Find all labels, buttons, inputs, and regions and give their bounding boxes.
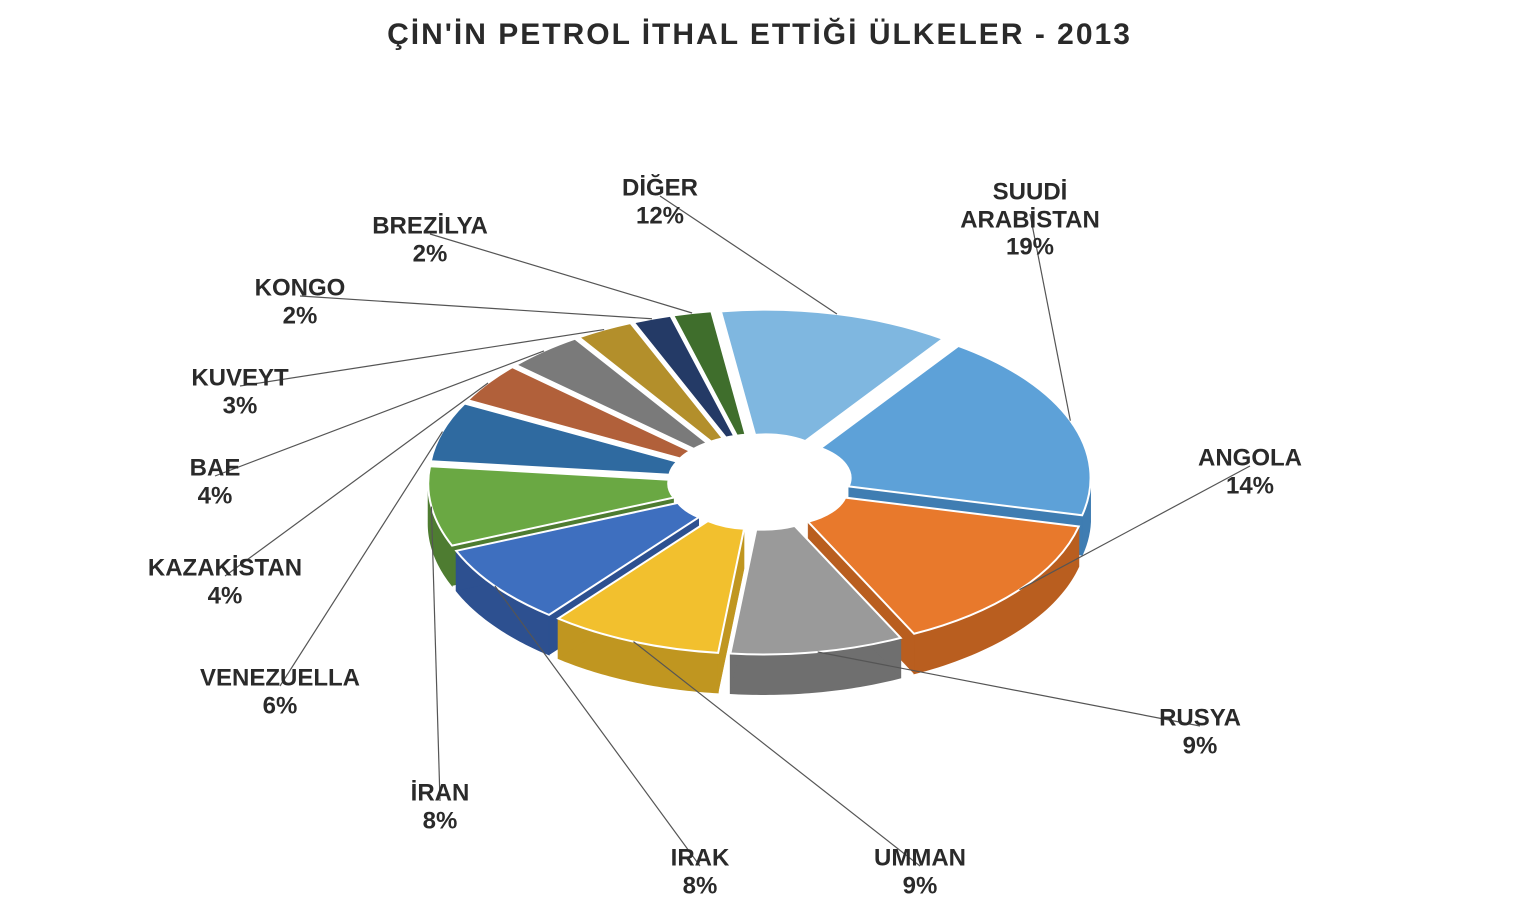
slice-label: KUVEYT 3% (191, 364, 288, 419)
slice-label: IRAK 8% (671, 844, 730, 899)
slice-label: BAE 4% (190, 454, 241, 509)
leader-line (280, 432, 443, 686)
pie-chart: SUUDİ ARABİSTAN 19% ANGOLA 14% RUSYA 9% UMM… (0, 52, 1519, 900)
leader-line (300, 296, 652, 319)
slice-label: RUSYA 9% (1159, 704, 1241, 759)
chart-title: ÇİN'İN PETROL İTHAL ETTİĞİ ÜLKELER - 201… (0, 0, 1519, 52)
slice-label: KAZAKİSTAN 4% (148, 554, 302, 609)
slice-label: SUUDİ ARABİSTAN 19% (960, 179, 1100, 262)
slice-label: DİĞER 12% (622, 174, 698, 229)
slice-label: KONGO 2% (255, 274, 346, 329)
slice-label: UMMAN 9% (874, 844, 966, 899)
slice-label: İRAN 8% (411, 779, 470, 834)
leader-line (818, 652, 1200, 726)
slice-label: BREZİLYA 2% (372, 212, 488, 267)
slice-label: ANGOLA 14% (1198, 444, 1302, 499)
slice-label: VENEZUELLA 6% (200, 664, 360, 719)
